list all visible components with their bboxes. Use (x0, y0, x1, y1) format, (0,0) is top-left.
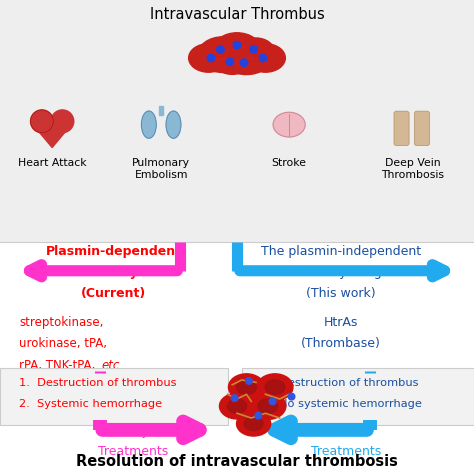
Text: HtrAs: HtrAs (324, 316, 358, 329)
Text: Treatments: Treatments (98, 445, 168, 458)
Circle shape (288, 393, 295, 400)
FancyBboxPatch shape (394, 111, 409, 145)
Circle shape (207, 54, 215, 62)
FancyBboxPatch shape (242, 368, 474, 425)
Text: Resolution of intravascular thrombosis: Resolution of intravascular thrombosis (76, 454, 398, 469)
Circle shape (233, 41, 241, 49)
Text: (Thrombase): (Thrombase) (301, 337, 381, 350)
Ellipse shape (228, 399, 246, 413)
Text: 1.  Destruction of thrombus: 1. Destruction of thrombus (261, 378, 418, 388)
Ellipse shape (219, 393, 255, 419)
FancyBboxPatch shape (0, 368, 228, 425)
Text: Thrombolytic agent: Thrombolytic agent (280, 266, 402, 279)
Ellipse shape (238, 38, 274, 64)
Circle shape (226, 58, 234, 66)
Circle shape (30, 110, 53, 133)
Text: streptokinase,: streptokinase, (19, 316, 103, 329)
Circle shape (259, 54, 267, 62)
Text: Treatments: Treatments (311, 445, 381, 458)
Text: (This work): (This work) (307, 287, 376, 300)
Ellipse shape (237, 411, 271, 436)
Ellipse shape (258, 399, 278, 413)
Ellipse shape (213, 48, 251, 75)
Ellipse shape (228, 374, 264, 400)
Bar (0, 242, 474, 475)
Circle shape (217, 46, 224, 53)
Circle shape (269, 398, 276, 405)
Text: Safe: Safe (332, 425, 360, 438)
Circle shape (250, 46, 257, 53)
Circle shape (255, 412, 262, 419)
Text: 2.  No systemic hemorrhage: 2. No systemic hemorrhage (261, 399, 421, 409)
Text: The plasmin-independent: The plasmin-independent (261, 245, 421, 257)
Ellipse shape (220, 38, 273, 75)
Ellipse shape (246, 44, 285, 72)
Polygon shape (30, 122, 74, 148)
FancyBboxPatch shape (414, 111, 429, 145)
Text: 2.  Systemic hemorrhage: 2. Systemic hemorrhage (19, 399, 162, 409)
Ellipse shape (273, 112, 305, 137)
Ellipse shape (189, 44, 228, 72)
Ellipse shape (198, 37, 247, 72)
Ellipse shape (257, 374, 293, 400)
Circle shape (240, 59, 248, 66)
Text: Risky: Risky (116, 425, 149, 438)
Text: rPA, TNK-tPA,: rPA, TNK-tPA, (19, 359, 99, 371)
Text: Plasmin-dependent: Plasmin-dependent (46, 245, 182, 257)
Bar (0, 0, 474, 242)
Ellipse shape (250, 393, 286, 419)
Circle shape (231, 395, 238, 401)
Ellipse shape (166, 111, 181, 138)
Text: urokinase, tPA,: urokinase, tPA, (19, 337, 107, 350)
Ellipse shape (237, 380, 256, 394)
Bar (159, 106, 163, 115)
Circle shape (51, 110, 74, 133)
Text: Stroke: Stroke (272, 158, 307, 168)
Ellipse shape (265, 380, 285, 394)
Text: (Current): (Current) (81, 287, 146, 300)
Text: 1.  Destruction of thrombus: 1. Destruction of thrombus (19, 378, 176, 388)
Circle shape (246, 378, 252, 384)
Text: Intravascular Thrombus: Intravascular Thrombus (150, 7, 324, 22)
Ellipse shape (141, 111, 156, 138)
Text: Pulmonary
Embolism: Pulmonary Embolism (132, 158, 190, 180)
Text: Thrombolytics: Thrombolytics (64, 266, 164, 279)
Ellipse shape (244, 417, 263, 430)
Text: etc: etc (102, 359, 120, 371)
Text: Deep Vein
Thrombosis: Deep Vein Thrombosis (381, 158, 444, 180)
Ellipse shape (213, 33, 261, 67)
Text: Heart Attack: Heart Attack (18, 158, 86, 168)
